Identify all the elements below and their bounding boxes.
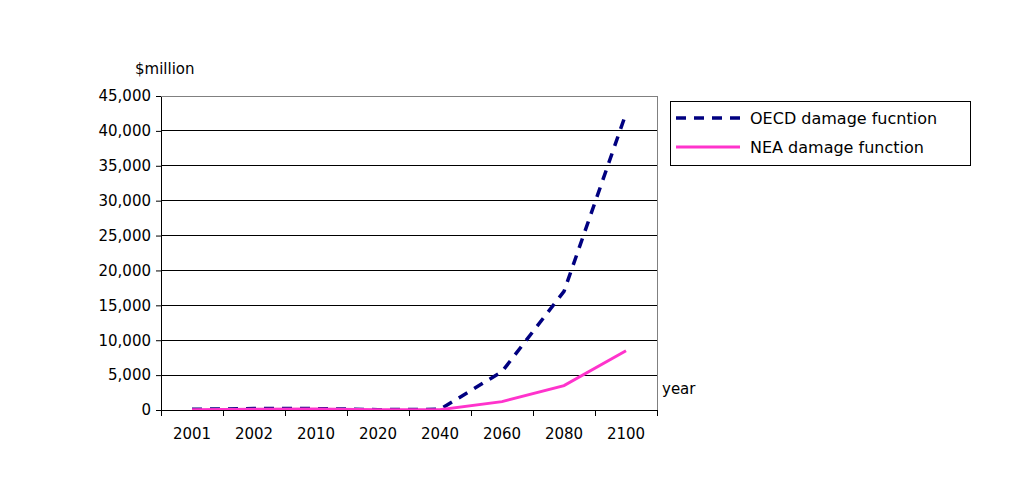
y-tick-label: 15,000: [99, 297, 152, 315]
y-tick-mark: [156, 131, 161, 132]
y-tick: 30,000: [99, 192, 162, 210]
y-tick-mark: [156, 410, 161, 411]
x-separator: [471, 410, 472, 416]
grid-line: [161, 200, 657, 201]
y-tick: 45,000: [99, 87, 162, 105]
y-tick-mark: [156, 166, 161, 167]
y-tick: 10,000: [99, 332, 162, 350]
x-tick-label: 2020: [359, 425, 397, 443]
y-tick: 15,000: [99, 297, 162, 315]
x-tick: 2010: [297, 410, 335, 443]
x-tick-label: 2002: [235, 425, 273, 443]
x-tick: 2100: [607, 410, 645, 443]
grid-line: [161, 305, 657, 306]
x-tick-label: 2100: [607, 425, 645, 443]
legend-box: [670, 101, 970, 165]
y-tick: 35,000: [99, 157, 162, 175]
x-separator: [533, 410, 534, 416]
y-tick-label: 35,000: [99, 157, 152, 175]
y-tick: 20,000: [99, 262, 162, 280]
x-tick-label: 2040: [421, 425, 459, 443]
x-tick: 2002: [235, 410, 273, 443]
x-separator: [657, 410, 658, 416]
y-tick: 40,000: [99, 122, 162, 140]
x-separator: [285, 410, 286, 416]
y-tick-label: 20,000: [99, 262, 152, 280]
x-tick: 2001: [173, 410, 211, 443]
x-tick: 2080: [545, 410, 583, 443]
legend-swatch: [676, 146, 740, 149]
grid-line: [161, 235, 657, 236]
y-tick-mark: [156, 96, 161, 97]
y-tick-mark: [156, 236, 161, 237]
y-tick-label: 40,000: [99, 122, 152, 140]
y-tick-mark: [156, 340, 161, 341]
legend-label: NEA damage function: [750, 138, 924, 157]
x-separators: [161, 410, 657, 416]
legend-label: OECD damage fucntion: [750, 109, 937, 128]
grid-line: [161, 165, 657, 166]
y-axis-line: [161, 97, 162, 411]
x-separator: [347, 410, 348, 416]
y-tick: 5,000: [108, 366, 161, 384]
x-tick-label: 2001: [173, 425, 211, 443]
y-tick-mark: [156, 375, 161, 376]
x-tick-label: 2060: [483, 425, 521, 443]
legend-swatch: [676, 116, 740, 120]
x-tick: 2060: [483, 410, 521, 443]
y-tick-mark: [156, 270, 161, 271]
series-lines: [192, 113, 626, 409]
legend: OECD damage fucntion NEA damage function: [670, 101, 970, 165]
x-axis-title: year: [662, 380, 696, 398]
x-tick: 2040: [421, 410, 459, 443]
y-tick-label: 0: [141, 401, 151, 419]
y-tick-mark: [156, 305, 161, 306]
grid-line: [161, 130, 657, 131]
grid: [161, 96, 657, 410]
y-tick-label: 5,000: [108, 366, 151, 384]
x-separator: [161, 410, 162, 416]
y-tick-label: 45,000: [99, 87, 152, 105]
x-separator: [595, 410, 596, 416]
series-line: [192, 351, 626, 410]
x-separator: [223, 410, 224, 416]
x-tick: 2020: [359, 410, 397, 443]
x-tick-label: 2080: [545, 425, 583, 443]
y-tick-mark: [156, 201, 161, 202]
grid-line: [161, 340, 657, 341]
y-tick-label: 10,000: [99, 332, 152, 350]
plot: 0 5,000 10,000 15,000 20,000 25,000 30,000 35,0…: [99, 87, 658, 442]
y-tick: 25,000: [99, 227, 162, 245]
plot-frame: [161, 96, 657, 410]
x-tick-label: 2010: [297, 425, 335, 443]
grid-line: [161, 270, 657, 271]
y-tick-label: 30,000: [99, 192, 152, 210]
x-axis: 2001 2002 2010 2020 2040 2060 2080 2100: [162, 410, 658, 443]
y-tick: 0: [141, 401, 161, 419]
y-axis: 0 5,000 10,000 15,000 20,000 25,000 30,000 35,0…: [99, 87, 162, 419]
x-separator: [409, 410, 410, 416]
series-line: [192, 113, 626, 409]
y-axis-title: $million: [135, 60, 195, 78]
y-tick-label: 25,000: [99, 227, 152, 245]
